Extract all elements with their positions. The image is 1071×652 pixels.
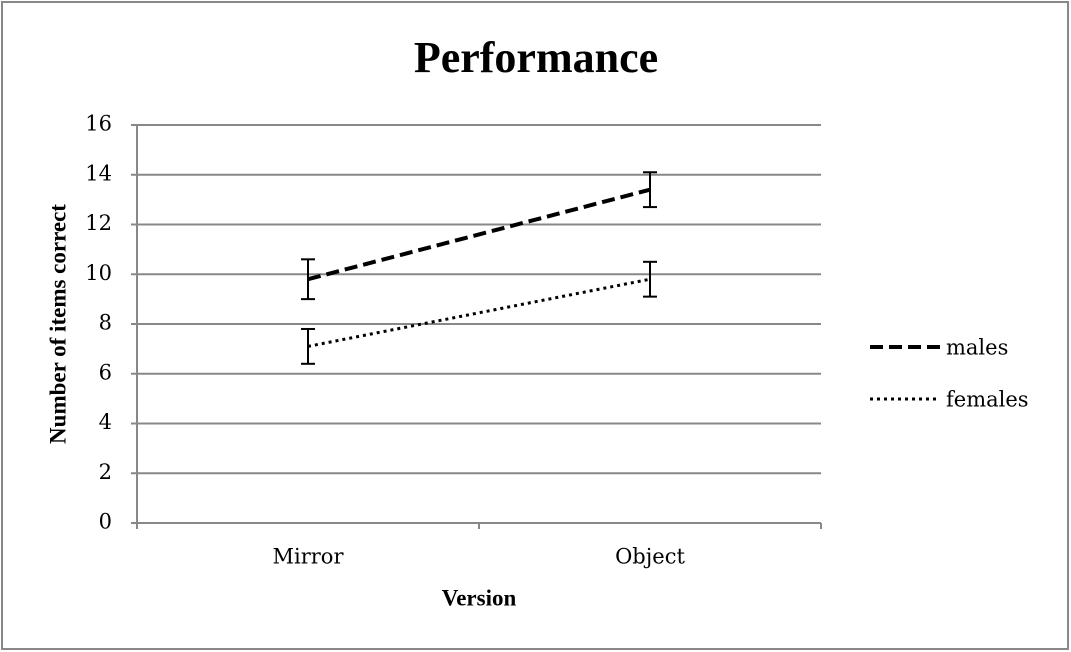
legend-label: males	[946, 336, 1008, 360]
y-tick-label: 4	[99, 410, 112, 434]
error-bar	[301, 327, 315, 365]
y-axis-label: Number of items correct	[45, 204, 70, 444]
series-line	[307, 277, 651, 348]
error-bar	[643, 260, 657, 298]
y-tick-label: 8	[99, 311, 112, 335]
y-tick-label: 16	[85, 112, 112, 136]
series-line	[307, 187, 651, 282]
y-tick-label: 10	[85, 261, 112, 285]
error-bar	[643, 171, 657, 209]
y-tick-label: 2	[99, 460, 112, 484]
x-tick-label: Object	[615, 545, 685, 569]
y-tick-label: 0	[99, 510, 112, 534]
y-tick-label: 12	[85, 211, 112, 235]
x-axis-label: Version	[442, 585, 517, 610]
x-tick-label: Mirror	[273, 545, 345, 569]
y-tick-label: 6	[99, 360, 112, 384]
error-bar	[301, 258, 315, 301]
chart-title: Performance	[414, 33, 658, 82]
legend-label: females	[946, 388, 1029, 412]
y-tick-label: 14	[85, 161, 112, 185]
